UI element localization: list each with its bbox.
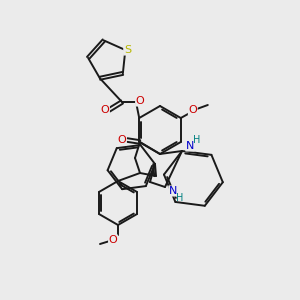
Text: S: S	[124, 45, 131, 55]
Text: O: O	[118, 135, 126, 145]
Text: O: O	[109, 235, 117, 245]
Text: O: O	[136, 96, 144, 106]
Text: H: H	[193, 135, 201, 145]
Text: H: H	[176, 193, 184, 203]
Text: N: N	[169, 186, 177, 196]
Text: N: N	[186, 141, 194, 151]
Text: O: O	[100, 105, 109, 115]
Text: O: O	[188, 105, 197, 115]
